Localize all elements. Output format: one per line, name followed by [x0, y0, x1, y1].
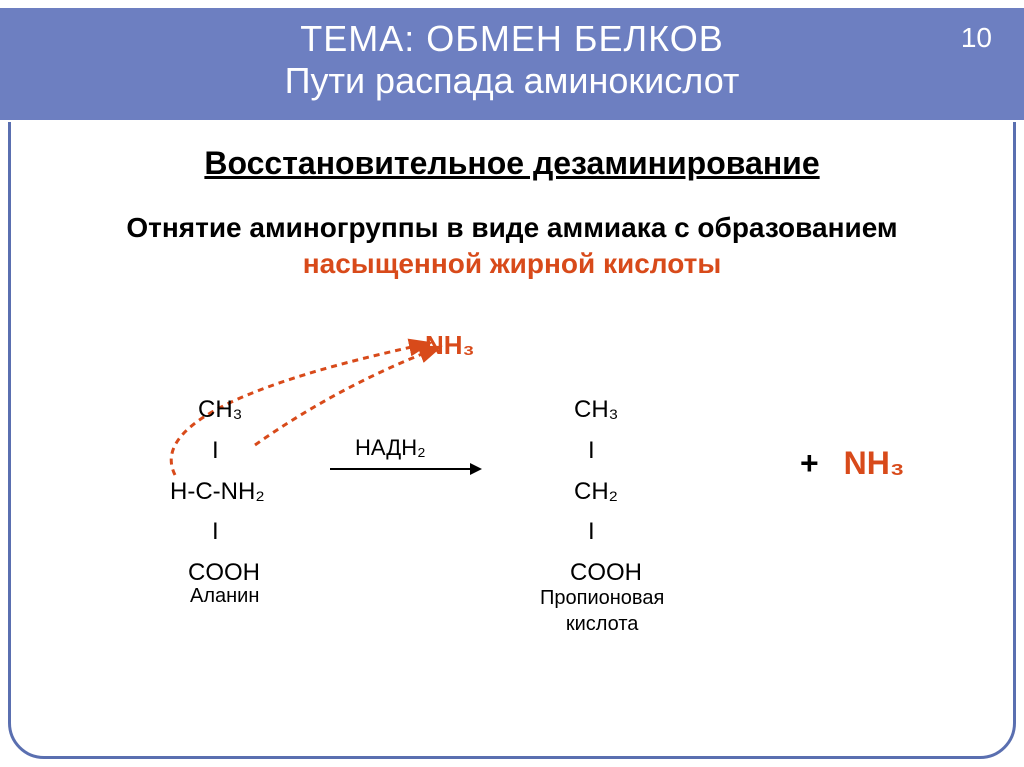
reaction-arrow [330, 468, 480, 470]
product-label: Пропионовая кислота [540, 585, 664, 637]
header-subtitle: Пути распада аминокислот [0, 60, 1024, 102]
dashed-arrows [80, 305, 580, 585]
slide-content: Восстановительное дезаминирование Отняти… [20, 145, 1004, 747]
substrate-label: Аланин [190, 585, 259, 608]
product-formula: CH₃ I CH₂ I COOH [570, 390, 642, 594]
page-number: 10 [961, 22, 992, 54]
arrow-reagent-label: НАДН₂ [355, 435, 426, 461]
description: Отнятие аминогруппы в виде аммиака с обр… [20, 210, 1004, 283]
header-title: ТЕМА: ОБМЕН БЕЛКОВ [0, 18, 1024, 60]
nh3-release-label: NH₃ [425, 330, 475, 361]
description-emphasis: насыщенной жирной кислоты [303, 248, 722, 279]
slide-header: ТЕМА: ОБМЕН БЕЛКОВ Пути распада аминокис… [0, 6, 1024, 122]
substrate-formula: CH₃ I H-C-NH₂ I COOH [170, 390, 265, 594]
description-line1: Отнятие аминогруппы в виде аммиака с обр… [126, 212, 897, 243]
plus-nh3: + NH₃ [800, 445, 905, 482]
section-subtitle: Восстановительное дезаминирование [20, 145, 1004, 182]
